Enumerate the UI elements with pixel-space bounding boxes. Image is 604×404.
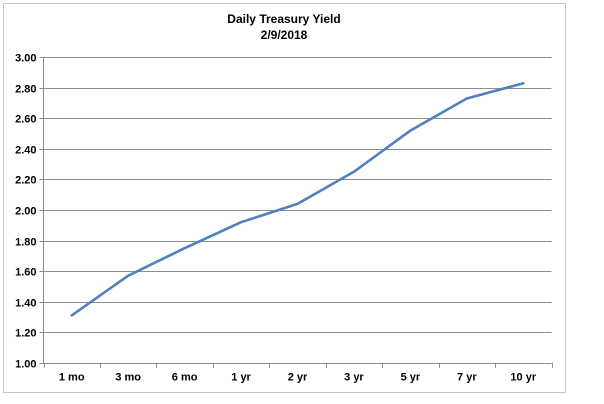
axes-layer bbox=[39, 57, 553, 368]
chart-subtitle: 2/9/2018 bbox=[261, 28, 308, 42]
y-tick-label: 1.80 bbox=[15, 237, 36, 249]
x-tick-label: 7 yr bbox=[457, 372, 477, 384]
y-tick-label: 2.20 bbox=[15, 175, 36, 187]
x-tick-label: 1 yr bbox=[231, 372, 251, 384]
y-tick-label: 1.20 bbox=[15, 328, 36, 340]
y-tick-label: 1.60 bbox=[15, 267, 36, 279]
x-tick-label: 2 yr bbox=[288, 372, 308, 384]
x-tick-label: 5 yr bbox=[401, 372, 421, 384]
x-tick-label: 3 yr bbox=[344, 372, 364, 384]
y-tick-label: 2.60 bbox=[15, 114, 36, 126]
x-tick-label: 1 mo bbox=[59, 372, 85, 384]
gridlines-layer bbox=[43, 57, 552, 364]
y-tick-label: 2.00 bbox=[15, 206, 36, 218]
x-tick-label: 3 mo bbox=[115, 372, 141, 384]
y-tick-label: 2.80 bbox=[15, 84, 36, 96]
yield-curve-line bbox=[70, 82, 525, 317]
y-tick-label: 1.00 bbox=[15, 359, 36, 371]
x-tick-label: 6 mo bbox=[172, 372, 198, 384]
chart-title: Daily Treasury Yield bbox=[227, 12, 340, 26]
tick-labels-layer: 1.00 1.20 1.40 1.60 1.80 2.00 2.20 2.40 2.60 2.80… bbox=[15, 53, 537, 384]
y-tick-label: 1.40 bbox=[15, 298, 36, 310]
x-tick-label: 10 yr bbox=[510, 372, 536, 384]
y-tick-label: 2.40 bbox=[15, 145, 36, 157]
chart-border bbox=[3, 3, 566, 393]
y-tick-label: 3.00 bbox=[15, 53, 36, 65]
series-layer bbox=[70, 82, 525, 317]
